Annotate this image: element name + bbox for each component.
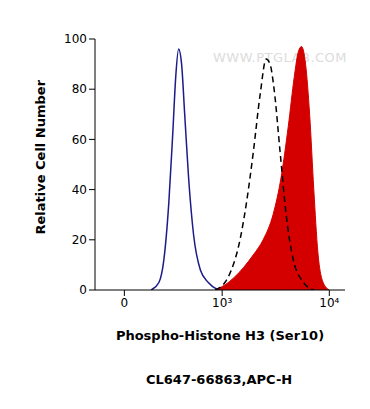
svg-text:80: 80 bbox=[72, 82, 87, 96]
svg-text:20: 20 bbox=[72, 233, 87, 247]
svg-text:0: 0 bbox=[121, 296, 129, 310]
svg-text:10⁴: 10⁴ bbox=[319, 296, 339, 310]
svg-text:Relative Cell Number: Relative Cell Number bbox=[33, 79, 48, 234]
svg-text:60: 60 bbox=[72, 133, 87, 147]
svg-text:10³: 10³ bbox=[212, 296, 232, 310]
svg-text:Phospho-Histone H3 (Ser10): Phospho-Histone H3 (Ser10) bbox=[116, 328, 324, 343]
svg-text:100: 100 bbox=[64, 32, 87, 46]
html-text:WWW.PTGLAB.COM: WWW.PTGLAB.COM bbox=[213, 50, 348, 65]
html-text:CL647-66863,APC-H: CL647-66863,APC-H bbox=[146, 372, 293, 387]
svg-text:40: 40 bbox=[72, 183, 87, 197]
svg-text:0: 0 bbox=[79, 283, 87, 297]
